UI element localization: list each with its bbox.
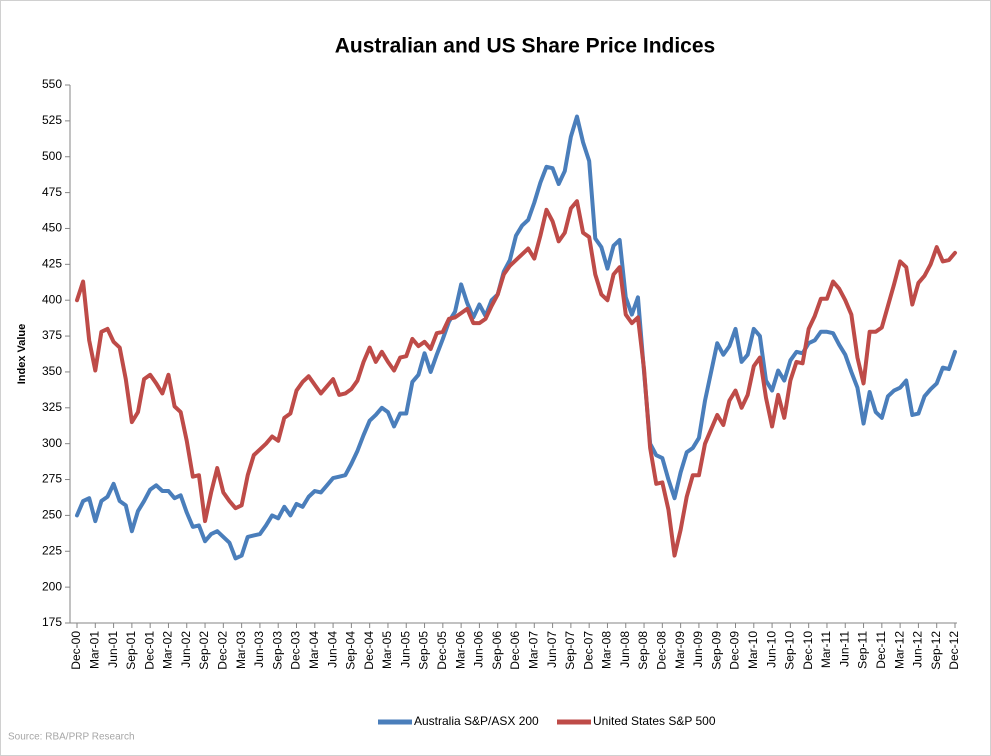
y-tick-label: 475 bbox=[42, 185, 62, 199]
x-tick-label: Dec-12 bbox=[947, 631, 961, 670]
x-tick-label: Mar-02 bbox=[161, 631, 175, 669]
x-tick-label: Jun-10 bbox=[764, 631, 778, 668]
x-tick-label: Sep-02 bbox=[197, 631, 211, 670]
series-line bbox=[75, 199, 957, 558]
x-tick-label: Mar-04 bbox=[307, 631, 321, 669]
x-tick-label: Sep-10 bbox=[783, 631, 797, 670]
x-tick-label: Dec-05 bbox=[435, 631, 449, 670]
legend-label: Australia S&P/ASX 200 bbox=[414, 714, 539, 728]
x-tick-label: Mar-08 bbox=[600, 631, 614, 669]
x-tick-label: Dec-06 bbox=[508, 631, 522, 670]
x-tick-label: Dec-07 bbox=[581, 631, 595, 670]
y-tick-label: 375 bbox=[42, 328, 62, 342]
y-tick-label: 550 bbox=[42, 77, 62, 91]
x-tick-label: Dec-10 bbox=[801, 631, 815, 670]
x-tick-label: Mar-03 bbox=[234, 631, 248, 669]
x-tick-label: Dec-09 bbox=[728, 631, 742, 670]
y-tick-label: 525 bbox=[42, 113, 62, 127]
x-tick-label: Dec-11 bbox=[874, 631, 888, 669]
x-tick-label: Sep-08 bbox=[636, 631, 650, 670]
x-tick-label: Dec-03 bbox=[289, 631, 303, 670]
legend-label: United States S&P 500 bbox=[593, 714, 716, 728]
y-tick-label: 450 bbox=[42, 221, 62, 235]
x-tick-label: Mar-09 bbox=[673, 631, 687, 669]
x-tick-label: Mar-05 bbox=[380, 631, 394, 669]
y-tick-label: 250 bbox=[42, 508, 62, 522]
x-tick-label: Sep-05 bbox=[417, 631, 431, 670]
y-tick-label: 500 bbox=[42, 149, 62, 163]
x-tick-label: Sep-06 bbox=[490, 631, 504, 670]
x-tick-label: Mar-12 bbox=[892, 631, 906, 669]
y-tick-label: 225 bbox=[42, 543, 62, 557]
x-tick-label: Sep-07 bbox=[563, 631, 577, 670]
x-tick-label: Sep-01 bbox=[124, 631, 138, 670]
y-tick-label: 275 bbox=[42, 472, 62, 486]
x-tick-label: Dec-00 bbox=[69, 631, 83, 670]
chart-title: Australian and US Share Price Indices bbox=[335, 35, 715, 58]
x-tick-label: Jun-12 bbox=[911, 631, 925, 668]
x-tick-label: Jun-02 bbox=[179, 631, 193, 668]
y-tick-label: 425 bbox=[42, 257, 62, 271]
y-tick-label: 175 bbox=[42, 615, 62, 629]
x-tick-label: Jun-09 bbox=[691, 631, 705, 668]
x-tick-label: Jun-06 bbox=[472, 631, 486, 668]
x-tick-label: Dec-08 bbox=[655, 631, 669, 670]
x-tick-label: Dec-04 bbox=[362, 631, 376, 670]
y-tick-label: 325 bbox=[42, 400, 62, 414]
series-line bbox=[75, 114, 957, 561]
x-tick-label: Jun-04 bbox=[325, 631, 339, 668]
x-tick-label: Sep-09 bbox=[709, 631, 723, 670]
x-tick-label: Dec-02 bbox=[216, 631, 230, 670]
x-tick-label: Jun-11 bbox=[837, 631, 851, 667]
y-tick-label: 400 bbox=[42, 292, 62, 306]
x-tick-label: Mar-06 bbox=[453, 631, 467, 669]
x-tick-label: Jun-07 bbox=[545, 631, 559, 668]
x-tick-label: Sep-11 bbox=[856, 631, 870, 669]
y-tick-label: 300 bbox=[42, 436, 62, 450]
x-tick-label: Sep-12 bbox=[929, 631, 943, 670]
x-tick-label: Jun-01 bbox=[106, 631, 120, 668]
x-tick-label: Dec-01 bbox=[142, 631, 156, 670]
x-tick-label: Jun-03 bbox=[252, 631, 266, 668]
x-tick-label: Mar-01 bbox=[87, 631, 101, 669]
source-note: Source: RBA/PRP Research bbox=[8, 732, 135, 743]
x-tick-label: Mar-10 bbox=[746, 631, 760, 669]
y-tick-label: 200 bbox=[42, 579, 62, 593]
y-axis-label: Index Value bbox=[16, 324, 28, 385]
x-tick-label: Sep-03 bbox=[270, 631, 284, 670]
x-tick-label: Jun-05 bbox=[398, 631, 412, 668]
x-tick-label: Jun-08 bbox=[618, 631, 632, 668]
x-tick-label: Mar-07 bbox=[526, 631, 540, 669]
y-tick-label: 350 bbox=[42, 364, 62, 378]
x-tick-label: Sep-04 bbox=[344, 631, 358, 670]
x-tick-label: Mar-11 bbox=[819, 631, 833, 668]
